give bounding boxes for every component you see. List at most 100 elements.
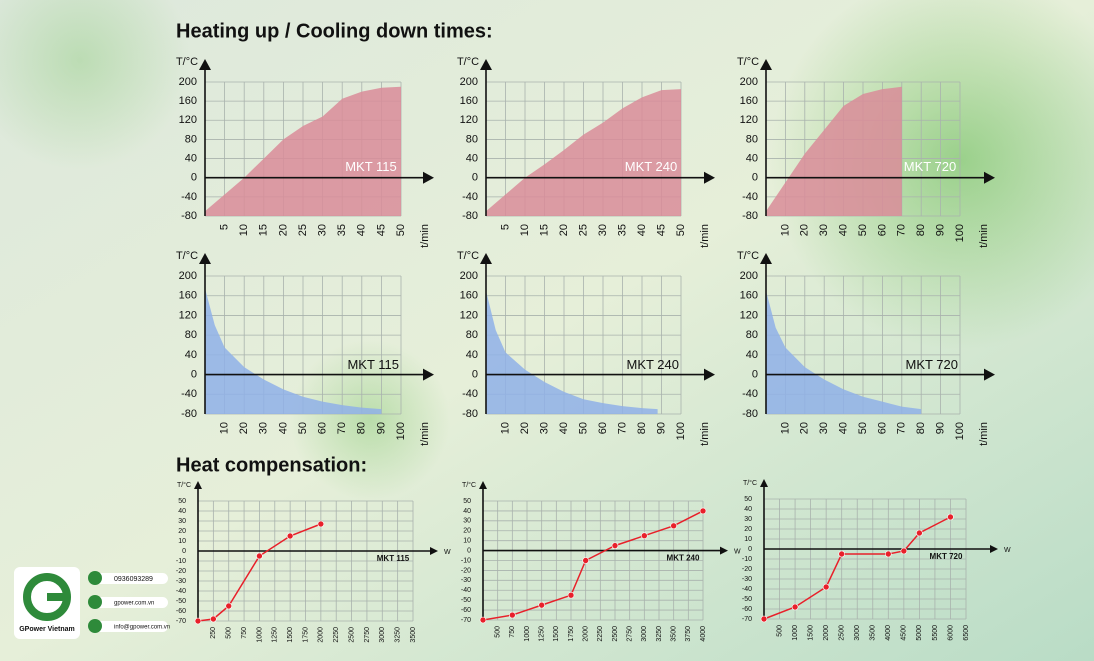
arrow — [704, 171, 715, 184]
x-tick-label: 25 — [297, 224, 309, 236]
y-tick-label: -70 — [742, 616, 752, 623]
decor — [770, 0, 1094, 350]
x-tick-label: 2000 — [823, 625, 830, 641]
y-tick-label: 20 — [463, 528, 471, 535]
x-tick-label: 40 — [838, 224, 850, 236]
x-tick-label: 2500 — [839, 625, 846, 641]
x-tick-label: 2750 — [364, 627, 371, 643]
x-tick-label: 6000 — [947, 625, 954, 641]
contact-card: GPower Vietnam 0936093289 gpower.com.vn … — [14, 567, 170, 639]
x-tick-label: 100 — [954, 422, 966, 440]
y-tick-label: 200 — [179, 270, 197, 282]
y-axis-label: T/°C — [737, 56, 759, 68]
area — [766, 290, 922, 414]
chart: -70 -60 -50 -40 -30 -20 -10 0 10 20 30 40 50 500 1000 1… — [742, 479, 1011, 641]
point — [538, 601, 545, 609]
x-tick-label: 1250 — [539, 626, 546, 642]
x-tick-label: 60 — [597, 422, 609, 434]
y-tick-label: -30 — [461, 577, 471, 584]
x-tick-label: 40 — [558, 422, 570, 434]
y-tick-label: -20 — [176, 568, 186, 575]
y-tick-label: 80 — [746, 133, 758, 145]
x-tick-label: 50 — [857, 422, 869, 434]
x-tick-label: 45 — [655, 224, 667, 236]
web-icon — [88, 595, 102, 609]
pill — [88, 621, 168, 632]
x-tick-label: 30 — [258, 422, 270, 434]
x-tick-label: 35 — [336, 224, 348, 236]
x-tick-label: 80 — [915, 422, 927, 434]
email: info@gpower.com.vn — [114, 625, 170, 631]
y-axis-label: T/°C — [743, 479, 757, 487]
y-tick-label: -80 — [742, 210, 758, 222]
x-tick-label: 2250 — [597, 626, 604, 642]
y-tick-label: 160 — [460, 95, 478, 107]
x-tick-label: 1500 — [287, 627, 294, 643]
x-tick-label: 3000 — [379, 627, 386, 643]
y-tick-label: 0 — [752, 172, 758, 184]
chart: -80 -40 0 40 80 120 160 200 10 20 30 40 50 60 70 80 90 10… — [176, 250, 434, 446]
x-axis-label: t/min — [419, 224, 431, 248]
y-tick-label: -40 — [461, 587, 471, 594]
section-title: Heat compensation: — [176, 454, 367, 476]
x-tick-label: 1750 — [302, 627, 309, 643]
x-tick-label: 1500 — [807, 625, 814, 641]
y-tick-label: -40 — [176, 588, 186, 595]
phone-icon — [88, 571, 102, 585]
x-tick-label: 3750 — [685, 626, 692, 642]
x-tick-label: 5000 — [916, 625, 923, 641]
x-tick-label: 1000 — [256, 627, 263, 643]
point — [947, 513, 954, 521]
y-tick-label: 30 — [744, 516, 752, 523]
x-tick-label: 50 — [675, 224, 687, 236]
x-tick-label: 30 — [317, 224, 329, 236]
x-tick-label: 5 — [499, 224, 511, 230]
point — [611, 542, 619, 549]
y-tick-label: 120 — [179, 309, 197, 321]
arrow — [760, 479, 768, 487]
y-tick-label: -80 — [462, 210, 478, 222]
x-tick-label: 3000 — [854, 625, 861, 641]
x-tick-label: 1500 — [553, 626, 560, 642]
x-tick-label: 90 — [375, 422, 387, 434]
y-tick-label: -80 — [462, 408, 478, 420]
y-tick-label: 50 — [178, 498, 186, 505]
x-tick-label: 1000 — [524, 626, 531, 642]
arrow — [430, 547, 438, 555]
point — [641, 532, 648, 540]
x-tick-label: 500 — [495, 626, 502, 638]
x-tick-label: 2000 — [583, 626, 590, 642]
area — [486, 290, 658, 414]
x-tick-label: 100 — [675, 422, 687, 440]
x-tick-label: 10 — [779, 422, 791, 434]
x-tick-label: 70 — [896, 422, 908, 434]
y-tick-label: 0 — [191, 368, 197, 380]
y-tick-label: 200 — [740, 270, 758, 282]
arrow — [704, 368, 715, 381]
y-axis-label: T/°C — [176, 56, 198, 68]
x-tick-label: 30 — [818, 422, 830, 434]
x-tick-label: 25 — [577, 224, 589, 236]
chart: -80 -40 0 40 80 120 160 200 5 10 15 20 25 30 35 40 45 50 T… — [457, 56, 715, 248]
x-tick-label: 90 — [935, 224, 947, 236]
y-tick-label: 120 — [460, 114, 478, 126]
y-tick-label: 0 — [191, 172, 197, 184]
x-tick-label: 4000 — [700, 626, 707, 642]
y-tick-label: -30 — [176, 578, 186, 585]
point — [210, 615, 217, 623]
x-tick-label: 500 — [226, 627, 233, 639]
series-label: MKT 240 — [626, 357, 679, 372]
y-axis-label: T/°C — [457, 56, 479, 68]
y-tick-label: -70 — [461, 617, 471, 624]
chart: -80 -40 0 40 80 120 160 200 10 20 30 40 50 60 70 80 90 10… — [737, 250, 995, 446]
x-tick-label: 20 — [558, 224, 570, 236]
y-tick-label: -50 — [176, 598, 186, 605]
arrow — [760, 59, 772, 70]
x-tick-label: 10 — [779, 224, 791, 236]
y-tick-label: 200 — [460, 76, 478, 88]
point — [194, 617, 202, 625]
y-tick-label: 120 — [740, 114, 758, 126]
arrow — [480, 59, 492, 70]
y-tick-label: 20 — [178, 528, 186, 535]
